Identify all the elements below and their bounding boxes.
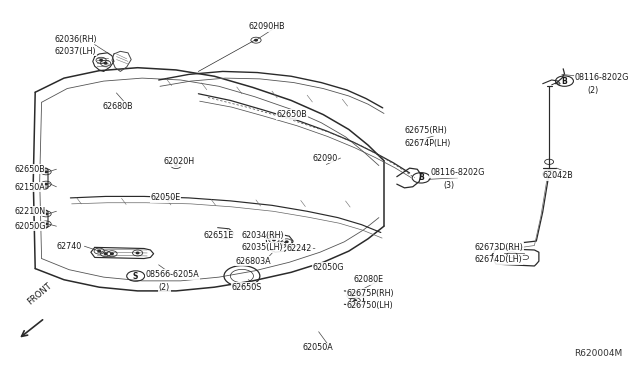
Text: FRONT: FRONT [26, 282, 54, 307]
Text: 62675P(RH): 62675P(RH) [347, 289, 394, 298]
Circle shape [104, 62, 107, 64]
Text: 62050G: 62050G [14, 222, 45, 231]
Circle shape [104, 253, 107, 254]
Circle shape [285, 241, 288, 243]
Text: 08116-8202G: 08116-8202G [575, 73, 629, 82]
Text: 62050A: 62050A [302, 343, 333, 352]
Text: 626750(LH): 626750(LH) [347, 301, 394, 310]
Text: 62680B: 62680B [102, 102, 133, 110]
Text: S: S [133, 272, 138, 280]
Text: (2): (2) [588, 86, 599, 94]
Circle shape [351, 295, 353, 296]
Text: 62210N: 62210N [14, 207, 45, 216]
Text: 62740: 62740 [56, 242, 81, 251]
Text: 62042B: 62042B [543, 171, 573, 180]
Text: B: B [562, 77, 567, 86]
Circle shape [255, 39, 257, 41]
Circle shape [111, 253, 113, 254]
Text: 62242: 62242 [287, 244, 312, 253]
Text: 08116-8202G: 08116-8202G [430, 169, 484, 177]
Circle shape [175, 165, 177, 166]
Circle shape [45, 213, 47, 215]
Text: 62080E: 62080E [353, 275, 383, 284]
Text: B: B [419, 173, 424, 182]
Text: 62050G: 62050G [312, 263, 344, 272]
Text: 62090: 62090 [312, 154, 337, 163]
Text: R620004M: R620004M [574, 349, 622, 358]
Circle shape [354, 300, 356, 301]
Text: 62150A: 62150A [14, 183, 45, 192]
Circle shape [136, 252, 139, 254]
Text: 62651E: 62651E [204, 231, 234, 240]
Text: 626803A: 626803A [236, 257, 271, 266]
Circle shape [100, 60, 102, 61]
Text: 62090HB: 62090HB [248, 22, 285, 31]
Circle shape [45, 183, 47, 185]
Text: 62037(LH): 62037(LH) [54, 47, 96, 56]
Text: (2): (2) [159, 283, 170, 292]
Text: 62034(RH): 62034(RH) [242, 231, 285, 240]
Text: 08566-6205A: 08566-6205A [146, 270, 200, 279]
Text: 62650S: 62650S [232, 283, 262, 292]
Text: 62050E: 62050E [150, 193, 180, 202]
Text: 62675(RH): 62675(RH) [404, 126, 447, 135]
Text: 62673D(RH): 62673D(RH) [475, 243, 524, 252]
Text: 62674D(LH): 62674D(LH) [475, 255, 523, 264]
Text: 62674P(LH): 62674P(LH) [404, 139, 451, 148]
Text: 62035(LH): 62035(LH) [242, 243, 284, 252]
Circle shape [273, 239, 275, 241]
Circle shape [280, 244, 283, 246]
Text: 62650B: 62650B [14, 165, 45, 174]
Circle shape [45, 171, 47, 173]
Text: (3): (3) [443, 181, 454, 190]
Text: 62020H: 62020H [163, 157, 195, 166]
Text: 62650B: 62650B [276, 110, 307, 119]
Text: 62036(RH): 62036(RH) [54, 35, 97, 44]
Circle shape [45, 223, 47, 225]
Circle shape [98, 250, 100, 252]
